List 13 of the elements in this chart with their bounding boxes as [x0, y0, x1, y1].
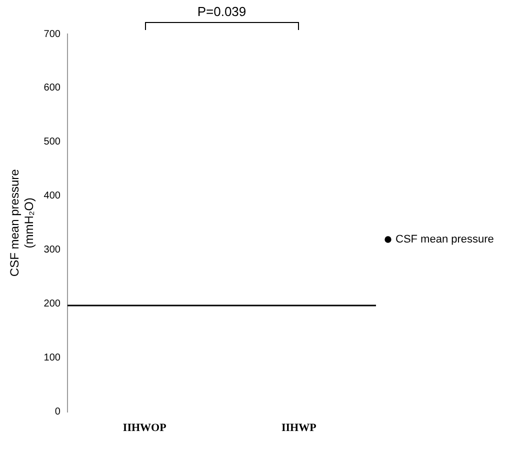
y-tick-label: 600 [44, 82, 61, 94]
y-tick-label: 100 [44, 352, 61, 364]
y-tick-label: 0 [54, 406, 61, 418]
y-tick-label: 400 [44, 190, 61, 202]
y-tick-label: 300 [44, 244, 61, 256]
x-tick-label: IIHWOP [122, 422, 167, 434]
y-axis-title: CSF mean pressure (mmH₂O) [8, 168, 36, 277]
y-tick-label: 500 [44, 136, 61, 148]
y-tick-label: 200 [44, 298, 61, 310]
y-tick-label: 700 [44, 28, 61, 40]
legend-label: CSF mean pressure [396, 234, 494, 246]
x-tick-label: IIHWP [281, 422, 317, 434]
text: P=0.039 [197, 4, 246, 19]
